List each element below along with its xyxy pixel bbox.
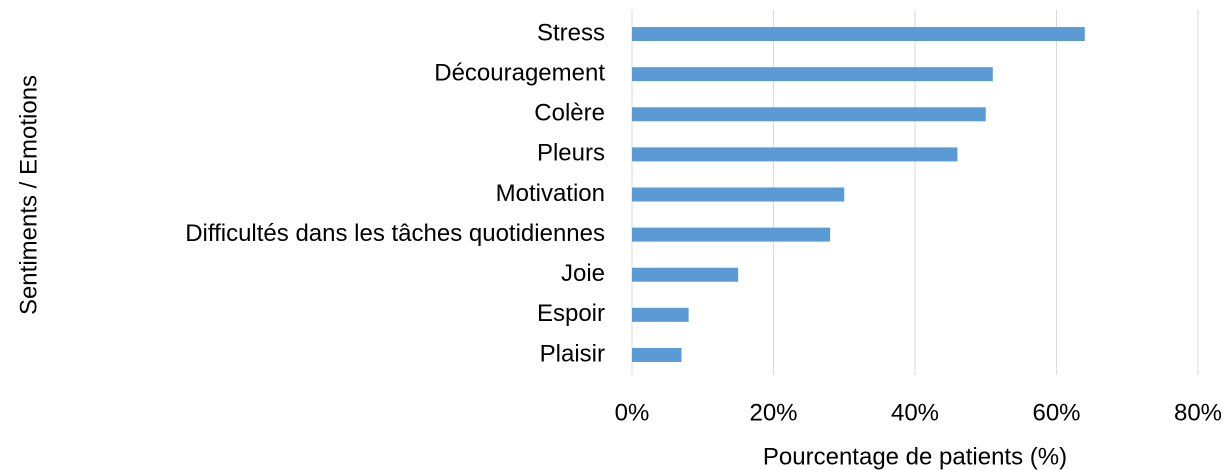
y-axis-label: Sentiments / Emotions <box>15 75 42 315</box>
y-tick-label: Stress <box>537 19 605 46</box>
y-tick-label: Pleurs <box>537 140 605 167</box>
x-tick-label: 60% <box>1032 399 1080 426</box>
bar <box>632 347 682 362</box>
x-tick-label: 0% <box>615 399 650 426</box>
x-tick-label: 80% <box>1174 399 1222 426</box>
bar <box>632 307 689 322</box>
y-tick-label: Joie <box>561 260 605 287</box>
bar <box>632 27 1085 42</box>
y-tick-label: Espoir <box>537 300 605 327</box>
bar <box>632 67 993 82</box>
x-axis-label: Pourcentage de patients (%) <box>763 443 1067 470</box>
y-tick-label: Difficultés dans les tâches quotidiennes <box>185 220 605 247</box>
x-tick-label: 40% <box>891 399 939 426</box>
y-tick-label: Plaisir <box>540 340 605 367</box>
y-tick-label: Colère <box>534 100 605 127</box>
y-tick-label: Découragement <box>434 60 605 87</box>
bar <box>632 187 845 202</box>
bar <box>632 147 958 162</box>
y-tick-label: Motivation <box>496 180 605 207</box>
bar <box>632 107 986 122</box>
bar <box>632 227 831 242</box>
bar <box>632 267 739 282</box>
x-tick-label: 20% <box>749 399 797 426</box>
